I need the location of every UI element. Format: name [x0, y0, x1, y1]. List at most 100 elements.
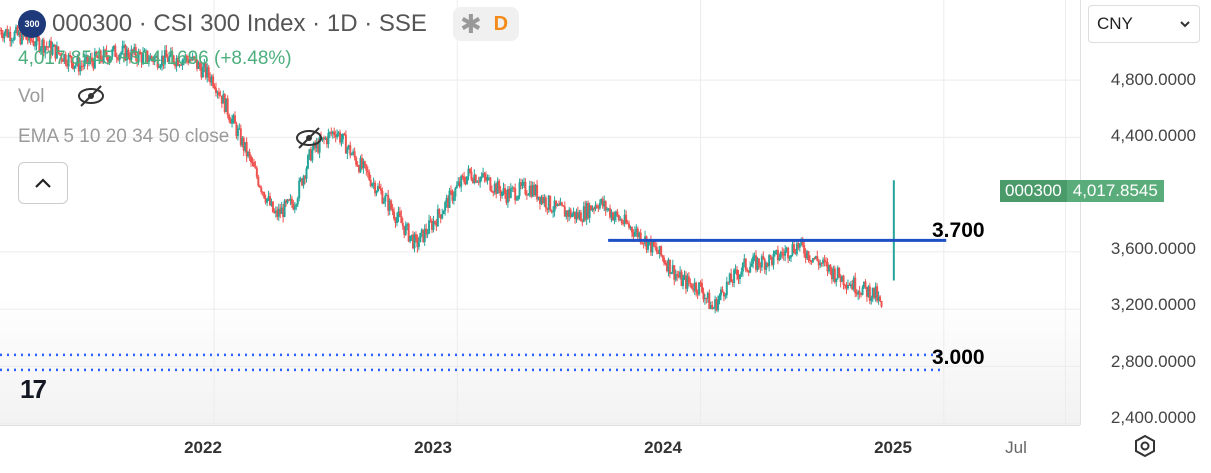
candle-body: [83, 59, 86, 67]
candle-body: [606, 209, 609, 211]
candle-body: [178, 64, 181, 66]
candle-body: [785, 247, 788, 251]
candle-body: [849, 284, 852, 286]
candle-body: [755, 255, 757, 270]
candle-body: [804, 253, 807, 259]
candle-body: [597, 207, 600, 209]
candle-body: [574, 211, 577, 220]
asterisk-icon[interactable]: ✱: [459, 9, 482, 39]
candle-body: [809, 260, 811, 262]
candle-body: [365, 164, 368, 171]
candle-body: [689, 282, 692, 284]
candle-body: [787, 247, 790, 259]
candle-body: [530, 185, 533, 197]
candle-body: [594, 205, 597, 209]
candle-body: [371, 183, 374, 187]
candle-body: [823, 259, 826, 262]
candle-body: [73, 65, 76, 69]
candle-body: [86, 55, 89, 64]
candle-body: [467, 168, 470, 177]
candle-body: [833, 268, 836, 283]
candle-body: [539, 196, 541, 204]
price-chart[interactable]: [0, 0, 1080, 425]
candle-body: [670, 272, 673, 274]
candle-body: [10, 40, 13, 42]
candle-body: [521, 182, 524, 186]
candle-body: [60, 54, 63, 60]
candle-body: [358, 166, 361, 173]
candle-body: [622, 223, 625, 225]
candle-body: [255, 168, 258, 177]
candle-body: [442, 211, 445, 215]
candle-body: [533, 185, 536, 196]
candle-body: [451, 190, 454, 201]
candle-body: [353, 151, 356, 158]
candle-body: [581, 221, 584, 223]
candle-body: [728, 273, 731, 283]
candle-body: [277, 208, 280, 217]
candle-body: [827, 264, 830, 272]
candle-body: [762, 256, 765, 260]
candle-body: [368, 172, 371, 180]
candle-body: [660, 246, 663, 256]
candle-body: [31, 40, 34, 42]
candle-body: [79, 65, 82, 72]
candle-body: [80, 65, 83, 67]
candle-body: [388, 200, 391, 211]
candle-body: [334, 135, 337, 138]
candle-body: [432, 220, 435, 230]
candle-body: [306, 155, 309, 169]
candle-body: [378, 186, 381, 189]
candle-body: [16, 26, 19, 35]
candle-body: [139, 51, 142, 55]
candle-body: [477, 181, 480, 183]
chart-plot-area[interactable]: [0, 0, 1080, 425]
candle-body: [810, 260, 813, 263]
candle-body: [851, 284, 854, 290]
candle-body: [625, 214, 628, 223]
indicator-ema[interactable]: EMA 5 10 20 34 50 close: [18, 126, 229, 148]
indicator-vol[interactable]: Vol: [18, 86, 44, 108]
candle-body: [194, 58, 197, 60]
tradingview-logo-icon[interactable]: 17: [20, 374, 47, 404]
candle-body: [447, 197, 450, 208]
candle-body: [435, 222, 438, 227]
candle-body: [807, 251, 810, 261]
candle-body: [614, 211, 617, 217]
candle-body: [203, 63, 206, 67]
currency-select[interactable]: CNY: [1088, 5, 1200, 43]
candle-body: [416, 237, 419, 248]
candle-body: [448, 190, 451, 208]
candle-body: [759, 265, 762, 268]
candle-body: [209, 76, 212, 83]
candle-body: [560, 202, 563, 206]
time-axis[interactable]: 2022 2023 2024 2025 Jul: [0, 425, 1080, 473]
candle-body: [737, 274, 740, 280]
symbol-logo[interactable]: 300: [18, 10, 46, 38]
candle-body: [460, 175, 463, 187]
chevron-up-icon: [35, 178, 51, 188]
eye-off-icon[interactable]: [76, 84, 106, 108]
price-axis[interactable]: 4,800.0000 4,400.0000 3,600.0000 3,200.0…: [1080, 0, 1211, 427]
candle-body: [454, 188, 457, 197]
candle-body: [393, 211, 396, 219]
candle-body: [788, 257, 791, 259]
candle-body: [420, 229, 423, 233]
symbol-title[interactable]: 000300 · CSI 300 Index · 1D · SSE: [52, 10, 427, 37]
candle-body: [642, 242, 645, 244]
collapse-legend-button[interactable]: [18, 162, 68, 204]
candle-body: [165, 50, 168, 58]
candle-body: [829, 264, 832, 270]
delayed-badge[interactable]: D: [493, 13, 509, 35]
candle-body: [406, 223, 409, 226]
settings-hexagon-icon[interactable]: [1133, 434, 1157, 458]
candle-body: [822, 259, 825, 264]
eye-off-icon[interactable]: [294, 126, 324, 150]
candle-body: [816, 256, 819, 261]
candle-body: [486, 177, 489, 181]
candle-body: [328, 132, 331, 134]
candle-body: [417, 242, 420, 248]
candle-body: [69, 54, 72, 57]
y-tick-label: 2,400.0000: [1110, 408, 1196, 427]
candle-body: [712, 308, 715, 310]
